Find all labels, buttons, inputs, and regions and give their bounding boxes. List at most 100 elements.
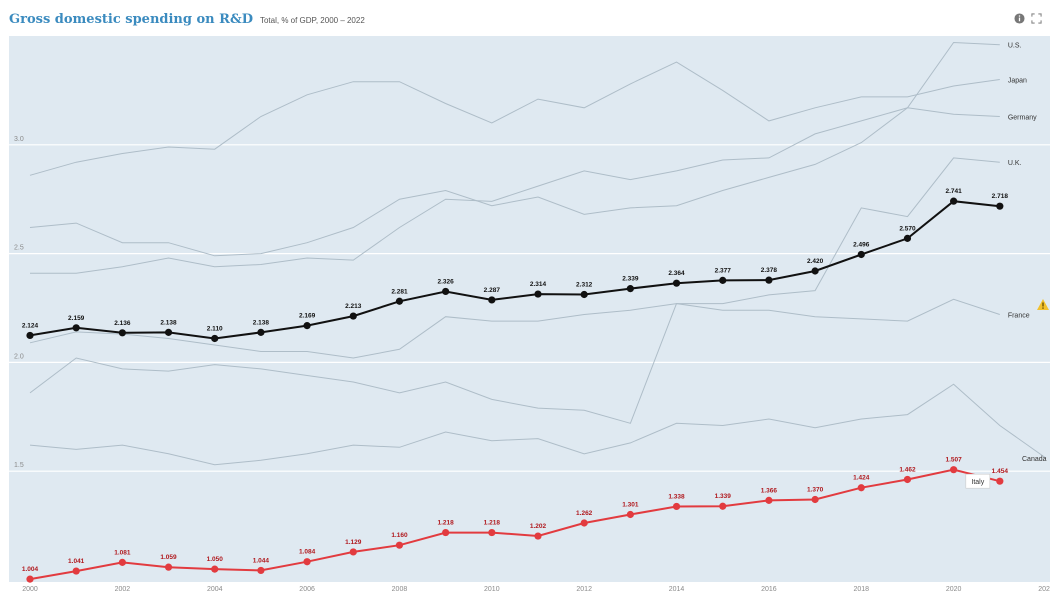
x-tick-label: 2020 (946, 586, 962, 592)
y-tick-label: 2.5 (14, 245, 24, 252)
selected-point[interactable] (996, 477, 1004, 485)
selected-point[interactable] (672, 502, 681, 511)
highlighted-point[interactable] (395, 297, 404, 305)
selected-point[interactable] (118, 558, 126, 566)
highlighted-data-label: 2.281 (391, 288, 408, 295)
chart-subtitle: Total, % of GDP, 2000 – 2022 (259, 16, 365, 25)
selected-point[interactable] (488, 528, 496, 537)
selected-point[interactable] (442, 528, 450, 537)
selected-point[interactable] (395, 541, 404, 549)
series-line[interactable] (29, 383, 1047, 466)
highlighted-data-label: 2.741 (945, 188, 962, 195)
selected-data-label: 1.041 (68, 558, 85, 565)
highlighted-point[interactable] (488, 296, 496, 304)
chart-header: Gross domestic spending on R&D Total, % … (9, 12, 365, 32)
series-name-label: Germany (1008, 115, 1037, 122)
x-tick-label: 2002 (115, 586, 131, 592)
highlighted-data-label: 2.136 (114, 320, 131, 327)
highlighted-point[interactable] (857, 250, 865, 259)
highlighted-point[interactable] (580, 290, 588, 299)
selected-data-label: 1.218 (484, 520, 501, 527)
selected-data-label: 1.044 (253, 557, 270, 564)
series-line[interactable] (29, 41, 1000, 257)
top-icons (1014, 13, 1042, 24)
selected-point[interactable] (950, 466, 958, 474)
y-tick-label: 2.0 (14, 353, 24, 360)
selected-point[interactable] (626, 510, 634, 519)
series-line[interactable] (29, 298, 1000, 424)
selected-point[interactable] (26, 575, 34, 583)
series-line[interactable] (29, 61, 1000, 176)
highlighted-point[interactable] (719, 276, 727, 284)
highlighted-point[interactable] (257, 328, 265, 336)
highlighted-point[interactable] (811, 267, 819, 275)
x-tick-label: 2010 (484, 586, 500, 592)
selected-data-label: 1.462 (899, 466, 916, 473)
x-tick-label: 2016 (761, 586, 777, 592)
warning-icon[interactable] (1037, 299, 1049, 310)
highlighted-point[interactable] (534, 290, 542, 298)
highlighted-point[interactable] (164, 328, 173, 336)
selected-point[interactable] (303, 558, 311, 566)
selected-point[interactable] (349, 548, 357, 556)
selected-data-label: 1.507 (945, 457, 962, 464)
selected-data-label: 1.338 (668, 493, 685, 500)
selected-point[interactable] (857, 484, 865, 492)
selected-data-label: 1.370 (807, 486, 824, 493)
selected-point[interactable] (211, 565, 219, 573)
highlighted-data-label: 2.364 (668, 270, 685, 277)
x-tick-label: 2006 (299, 586, 315, 592)
x-tick-label: 2000 (22, 586, 38, 592)
highlighted-data-label: 2.312 (576, 282, 593, 289)
selected-point[interactable] (257, 566, 265, 575)
highlighted-point[interactable] (996, 202, 1004, 210)
highlighted-data-label: 2.496 (853, 241, 870, 248)
grid-lines (9, 144, 1050, 472)
selected-point[interactable] (534, 532, 542, 540)
highlighted-point[interactable] (765, 276, 773, 284)
highlighted-point[interactable] (303, 322, 311, 330)
info-icon[interactable] (1014, 13, 1025, 24)
x-tick-label: 2022 (1038, 586, 1050, 592)
highlighted-point[interactable] (626, 285, 634, 293)
selected-point[interactable] (811, 495, 819, 504)
highlighted-point[interactable] (903, 234, 912, 242)
selected-point[interactable] (719, 502, 727, 510)
tooltip-label: Italy (971, 479, 984, 486)
series-line[interactable] (30, 107, 1000, 274)
highlighted-point[interactable] (672, 279, 681, 287)
selected-line[interactable] (29, 468, 1001, 581)
selected-data-label: 1.160 (391, 532, 408, 539)
selected-point[interactable] (580, 519, 588, 527)
selected-point[interactable] (765, 496, 773, 504)
highlighted-data-label: 2.110 (207, 325, 223, 332)
x-tick-label: 2012 (576, 586, 592, 592)
highlighted-data-label: 2.138 (160, 319, 177, 326)
highlighted-line[interactable] (29, 200, 1000, 340)
highlighted-point[interactable] (26, 331, 34, 340)
selected-data-label: 1.218 (437, 520, 454, 527)
x-tick-label: 2014 (669, 586, 685, 592)
fullscreen-icon[interactable] (1031, 13, 1042, 24)
selected-point[interactable] (164, 563, 173, 571)
highlighted-data-label: 2.124 (22, 322, 39, 329)
highlighted-data-label: 2.138 (253, 319, 270, 326)
highlighted-point[interactable] (118, 329, 126, 337)
selected-point[interactable] (903, 475, 912, 484)
highlighted-point[interactable] (442, 287, 450, 296)
y-axis-ticks: 1.5 2.0 2.5 3.0 (14, 136, 24, 469)
highlighted-point[interactable] (72, 324, 80, 332)
highlighted-data-label: 2.339 (622, 276, 639, 283)
selected-data-label: 1.366 (761, 487, 778, 494)
series-line[interactable] (29, 157, 1000, 359)
selected-data-label: 1.454 (992, 468, 1009, 475)
x-tick-label: 2008 (392, 586, 408, 592)
highlighted-point[interactable] (950, 197, 958, 205)
selected-data-label: 1.129 (345, 539, 362, 546)
highlighted-point[interactable] (349, 312, 357, 320)
highlighted-point[interactable] (211, 334, 219, 343)
selected-point[interactable] (72, 567, 80, 575)
highlighted-data-label: 2.326 (437, 278, 454, 285)
highlighted-data-label: 2.314 (530, 281, 547, 288)
